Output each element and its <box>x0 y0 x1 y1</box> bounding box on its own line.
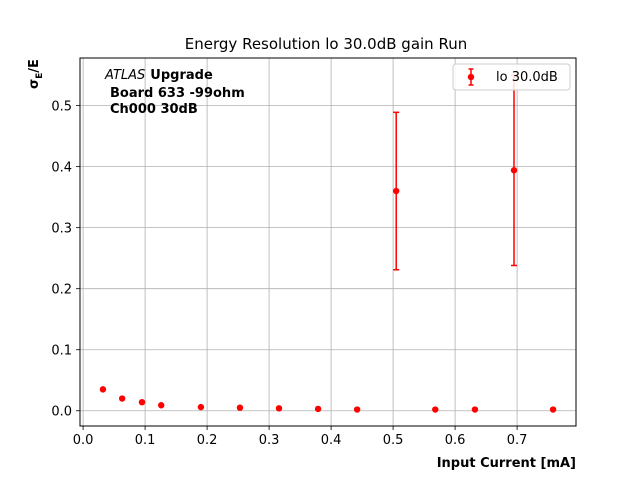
data-point <box>393 187 400 195</box>
data-point <box>510 167 518 174</box>
grid-lines <box>80 58 576 426</box>
data-point <box>549 406 557 413</box>
y-tick-label: 0.2 <box>51 283 72 298</box>
legend: lo 30.0dB <box>452 63 571 91</box>
y-tick-label: 0.0 <box>51 405 72 420</box>
x-tick-label: 0.0 <box>73 433 94 448</box>
x-tick-label: 0.2 <box>197 433 218 448</box>
x-tick-label: 0.7 <box>507 433 528 448</box>
plot-area <box>80 58 576 426</box>
data-point <box>471 406 479 413</box>
upgrade-label: Upgrade <box>150 68 213 83</box>
y-tick-label: 0.5 <box>51 100 72 115</box>
board-label: Board 633 -99ohm <box>110 86 245 101</box>
data-point <box>353 406 361 413</box>
x-tick-label: 0.6 <box>445 433 466 448</box>
data-point <box>99 386 107 393</box>
atlas-annotation: ATLAS Upgrade Board 633 -99ohm Ch000 30dB <box>104 68 245 117</box>
y-axis-label-tail: /E <box>27 59 42 73</box>
data-point <box>432 406 439 413</box>
y-axis-label: σE/E <box>27 59 45 89</box>
y-axis-label-subscript: E <box>35 73 45 79</box>
legend-marker <box>467 73 475 81</box>
y-axis-label-sigma: σ <box>27 79 42 89</box>
x-tick-label: 0.5 <box>383 433 404 448</box>
y-tick-label: 0.3 <box>51 222 72 237</box>
x-tick-label: 0.1 <box>135 433 156 448</box>
x-tick-label: 0.4 <box>321 433 342 448</box>
x-tick-label: 0.3 <box>259 433 280 448</box>
x-axis-label: Input Current [mA] <box>437 456 576 471</box>
legend-box <box>452 63 571 91</box>
axis-ticks: 0.0 0.1 0.2 0.3 0.4 0.5 0.6 0.7 0.0 0.1 0.2 0.3 0.4 0… <box>51 100 527 448</box>
data-point <box>158 402 165 409</box>
chart-title: Energy Resolution lo 30.0dB gain Run <box>185 35 467 53</box>
data-point <box>138 398 146 406</box>
data-point <box>197 403 205 411</box>
legend-label: lo 30.0dB <box>496 70 558 85</box>
atlas-label: ATLAS <box>104 68 145 83</box>
data-point <box>236 404 244 411</box>
data-point <box>118 395 126 402</box>
data-series <box>99 74 557 413</box>
y-tick-label: 0.1 <box>51 344 72 359</box>
data-point <box>314 405 322 413</box>
channel-label: Ch000 30dB <box>110 102 198 117</box>
plot-frame <box>79 57 577 427</box>
data-point <box>275 405 283 412</box>
y-tick-label: 0.4 <box>51 161 72 176</box>
